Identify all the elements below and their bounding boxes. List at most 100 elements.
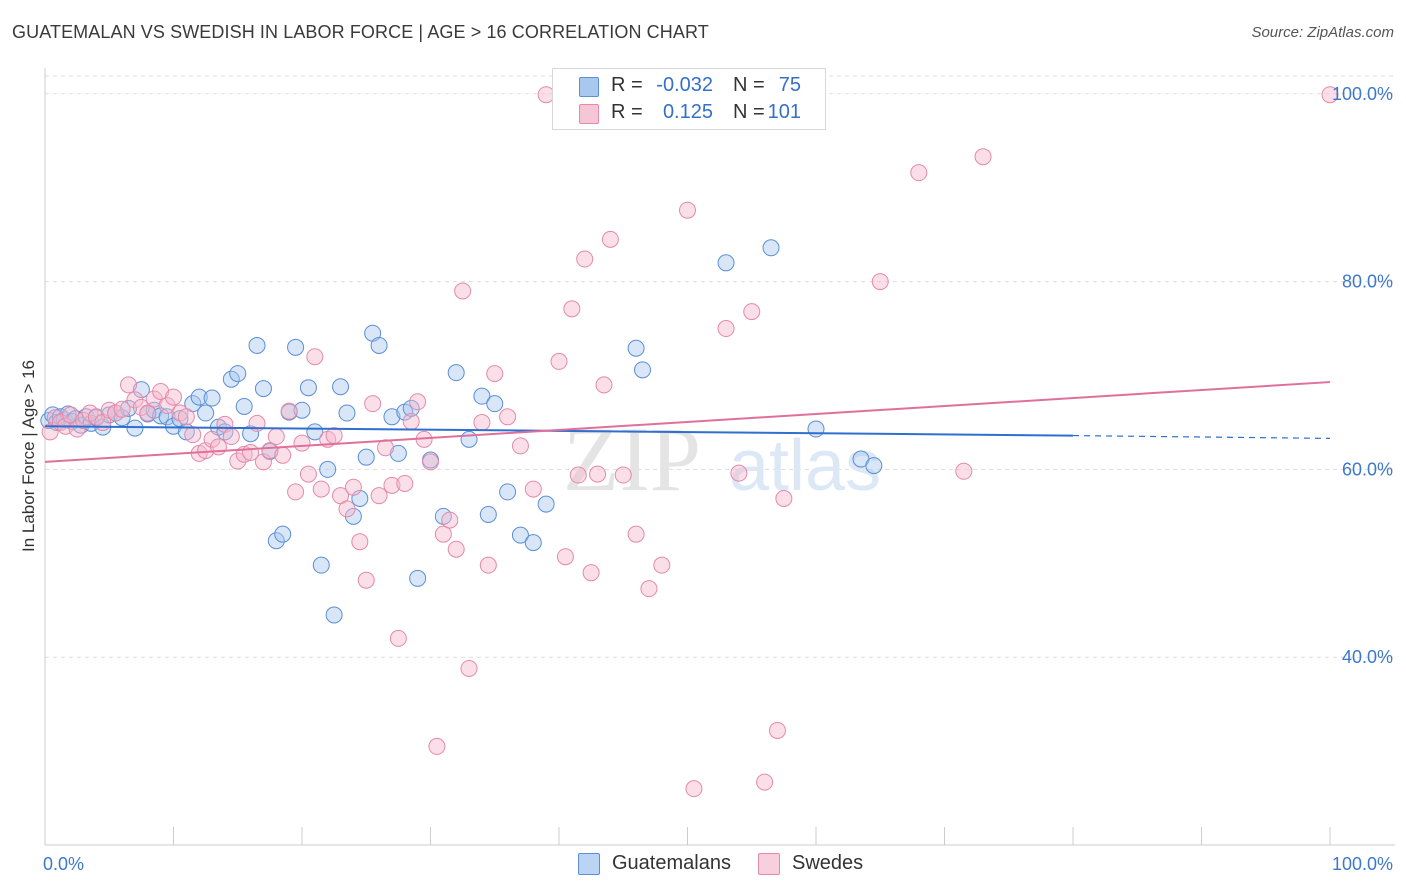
- point-swede: [120, 376, 138, 394]
- point-guatemalan: [274, 525, 292, 543]
- point-swede: [460, 659, 478, 677]
- point-swede: [434, 525, 452, 543]
- legend-n-value: 101: [767, 101, 801, 123]
- point-guatemalan: [537, 495, 555, 513]
- point-guatemalan: [126, 419, 144, 437]
- point-swede: [743, 303, 761, 321]
- point-guatemalan: [332, 378, 350, 396]
- axes: [44, 68, 1395, 846]
- point-swede: [158, 397, 176, 415]
- point-swede: [499, 408, 517, 426]
- point-guatemalan: [132, 381, 150, 399]
- point-swede: [325, 427, 343, 445]
- point-swede: [550, 352, 568, 370]
- point-guatemalan: [499, 483, 517, 501]
- legend-label-guatemalans: Guatemalans: [612, 852, 731, 874]
- point-swede: [479, 556, 497, 574]
- y-axis-label: In Labor Force | Age > 16: [19, 360, 38, 552]
- point-swede: [454, 282, 472, 300]
- point-swede: [486, 365, 504, 383]
- point-swede: [267, 428, 285, 446]
- point-swede: [556, 548, 574, 566]
- point-guatemalan: [807, 420, 825, 438]
- legend-r-value: -0.032: [656, 74, 713, 96]
- watermark-atlas: atlas: [729, 426, 881, 506]
- point-swede: [582, 564, 600, 582]
- point-guatemalan: [460, 430, 478, 448]
- point-swede: [601, 230, 619, 248]
- point-swede: [447, 540, 465, 558]
- point-guatemalan: [447, 364, 465, 382]
- legend-swatch-blue: [578, 853, 600, 875]
- point-guatemalan: [634, 361, 652, 379]
- point-swede: [261, 442, 279, 460]
- legend-r-label: R =: [611, 101, 643, 123]
- legend-row-guatemalans: R = -0.032 N = 75: [553, 74, 825, 100]
- point-swede: [280, 402, 298, 420]
- point-guatemalan: [229, 365, 247, 383]
- point-swede: [473, 413, 491, 431]
- y-tick-label: 60.0%: [1342, 459, 1393, 479]
- point-swede: [177, 408, 195, 426]
- point-guatemalan: [152, 407, 170, 425]
- point-swede: [627, 525, 645, 543]
- point-guatemalan: [248, 336, 266, 354]
- point-guatemalan: [717, 254, 735, 272]
- point-swede: [274, 446, 292, 464]
- point-guatemalan: [120, 399, 138, 417]
- trend-lines: [44, 381, 1331, 463]
- point-swede: [184, 426, 202, 444]
- point-swede: [351, 533, 369, 551]
- legend-r-label: R =: [611, 74, 643, 96]
- point-swede: [768, 721, 786, 739]
- point-swede: [422, 453, 439, 471]
- point-guatemalan: [409, 569, 427, 587]
- legend-swatch-pink: [579, 104, 599, 124]
- point-swede: [640, 580, 658, 598]
- point-guatemalan: [383, 408, 401, 426]
- point-guatemalan: [242, 425, 260, 443]
- legend-n-value: 75: [778, 74, 801, 96]
- correlation-legend: R = -0.032 N = 75 R = 0.125 N = 101: [552, 68, 826, 130]
- point-guatemalan: [235, 397, 253, 415]
- point-guatemalan: [762, 239, 780, 257]
- y-tick-label: 100.0%: [1332, 84, 1393, 104]
- x-tick-label: 0.0%: [43, 854, 84, 874]
- point-swede: [165, 388, 182, 406]
- point-guatemalan: [473, 387, 491, 405]
- point-guatemalan: [293, 401, 311, 419]
- point-swede: [955, 462, 973, 480]
- point-swede: [344, 478, 362, 496]
- legend-row-swedes: R = 0.125 N = 101: [553, 101, 825, 127]
- point-swede: [511, 437, 529, 455]
- point-swede: [428, 737, 446, 755]
- point-swede: [717, 320, 735, 338]
- point-guatemalan: [222, 370, 240, 388]
- point-swede: [287, 483, 305, 501]
- point-swede: [229, 452, 247, 470]
- point-swede: [589, 465, 607, 483]
- point-guatemalan: [299, 379, 317, 397]
- point-swede: [524, 480, 542, 498]
- point-guatemalan: [402, 399, 420, 417]
- point-guatemalan: [370, 336, 388, 354]
- point-guatemalan: [524, 534, 542, 552]
- point-guatemalan: [338, 404, 356, 422]
- point-swede: [679, 201, 696, 219]
- point-guatemalan: [357, 448, 375, 466]
- point-swede: [62, 406, 80, 424]
- point-swede: [293, 434, 311, 452]
- point-swede: [576, 250, 594, 268]
- point-swede: [614, 466, 632, 484]
- legend-label-swedes: Swedes: [792, 852, 864, 874]
- legend-n-label: N =: [733, 74, 765, 96]
- point-swede: [338, 500, 356, 518]
- point-swede: [653, 556, 671, 574]
- point-guatemalan: [389, 444, 407, 462]
- point-swede: [1321, 86, 1339, 104]
- series-swedes: [41, 86, 1339, 798]
- point-guatemalan: [325, 606, 343, 624]
- point-swede: [595, 376, 613, 394]
- point-swede: [685, 780, 703, 798]
